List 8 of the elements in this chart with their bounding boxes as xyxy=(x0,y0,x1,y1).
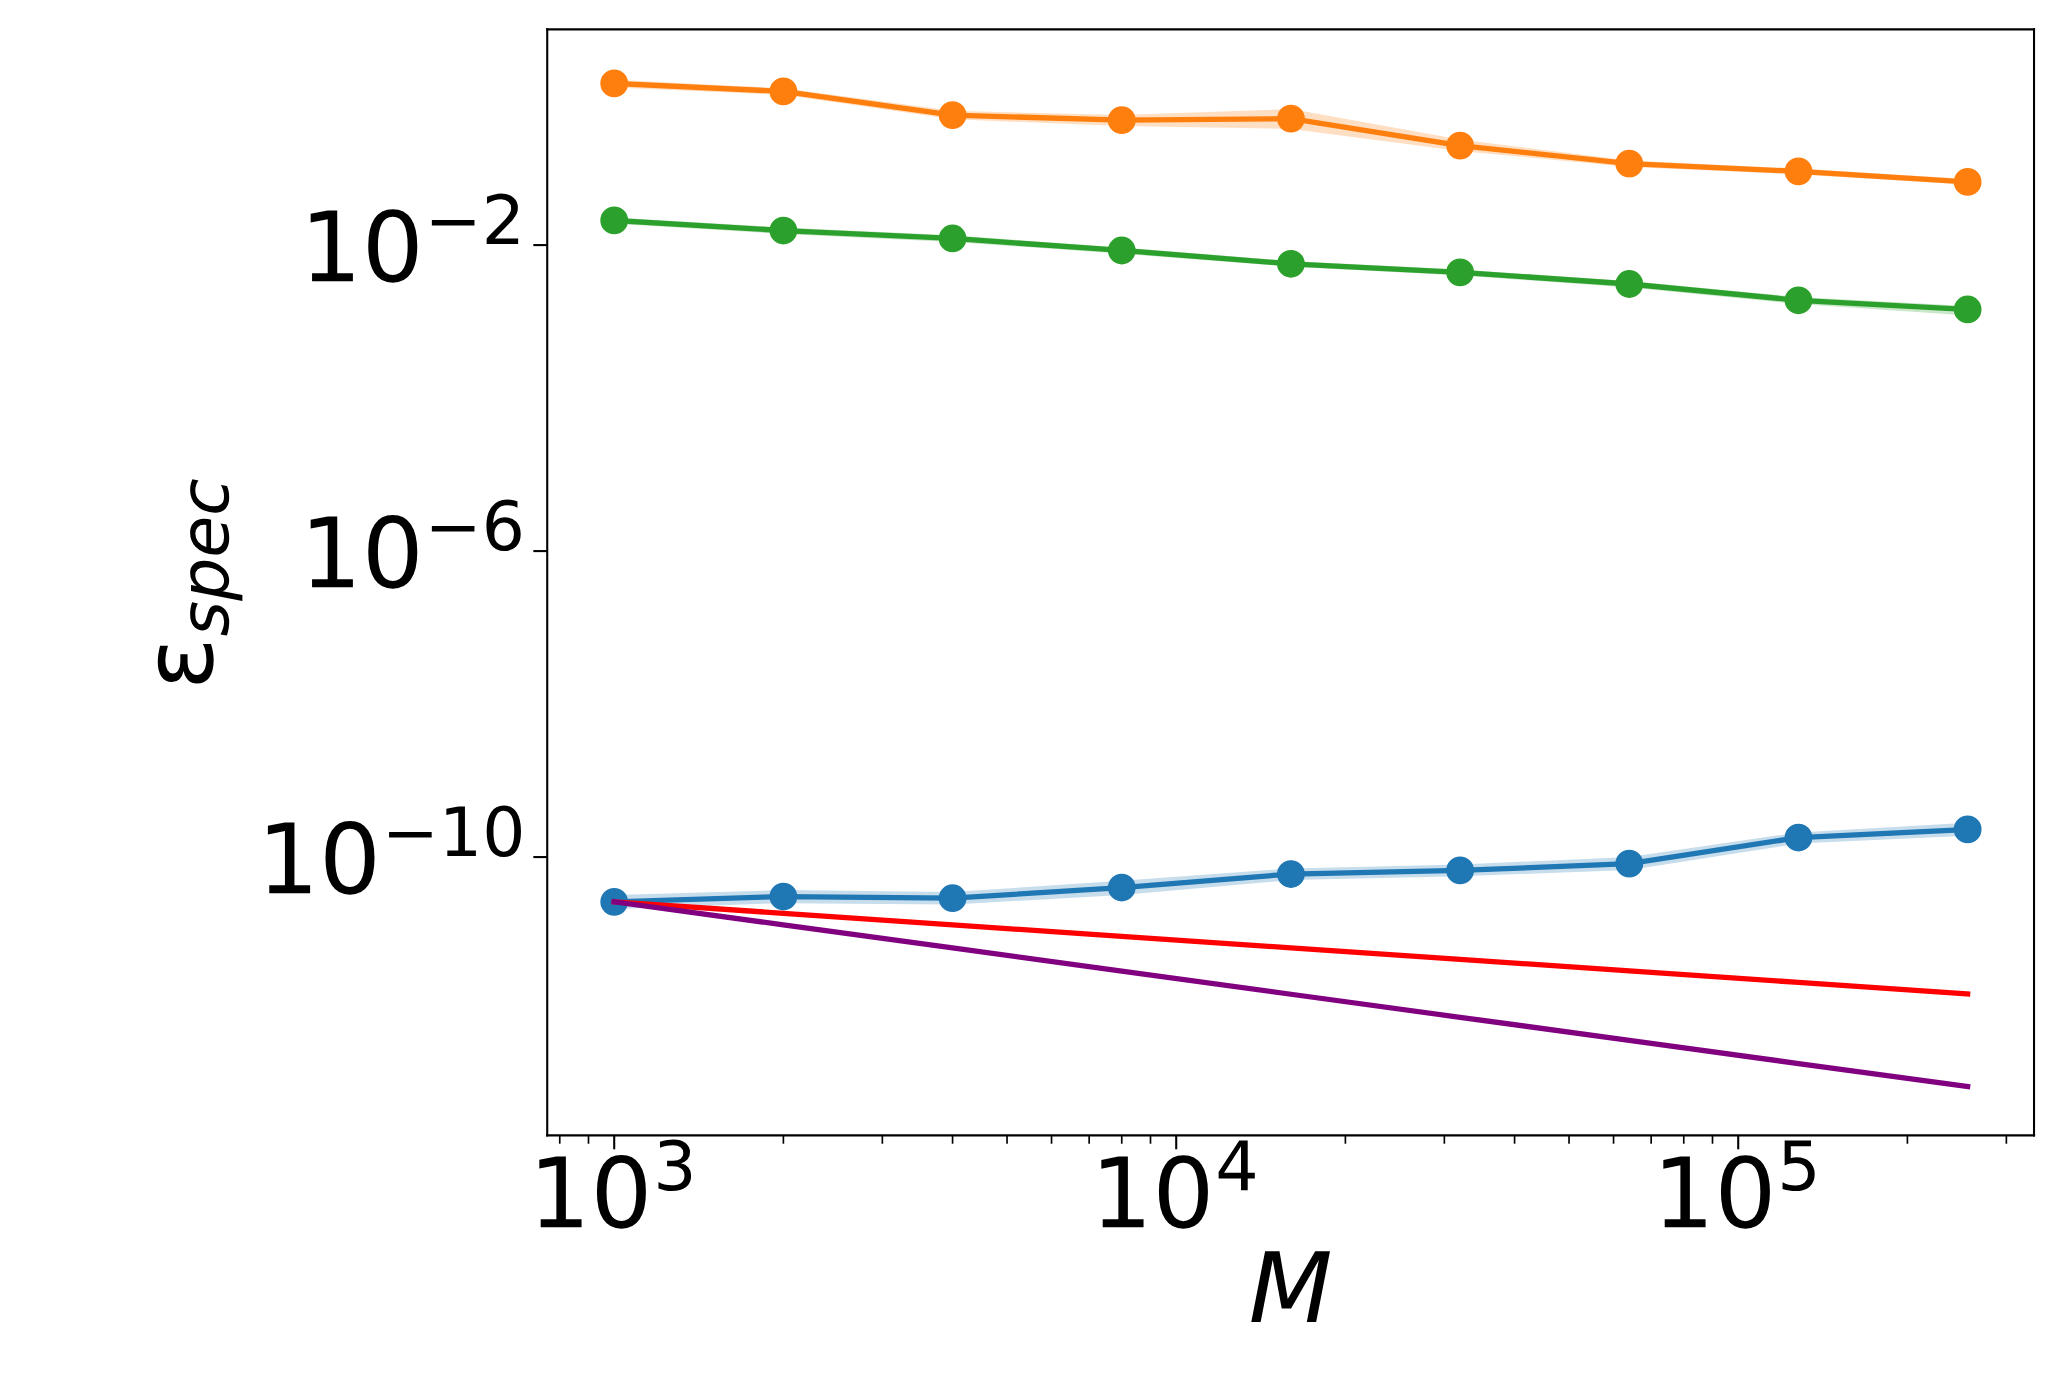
x-tick-label: 10$^{4}$ xyxy=(1101,1140,1255,1229)
x-axis-title: M xyxy=(1251,1251,1330,1323)
y-axis-title: ε$_{spec}$ xyxy=(157,479,243,684)
y-tick-label: 10$^{−2}$ xyxy=(310,193,519,283)
y-tick-label: 10$^{−10}$ xyxy=(267,805,521,895)
y-tick-label: 10$^{−6}$ xyxy=(310,499,521,589)
x-tick-label: 10$^{5}$ xyxy=(1663,1140,1815,1229)
x-tick-label: 10$^{3}$ xyxy=(539,1139,692,1229)
